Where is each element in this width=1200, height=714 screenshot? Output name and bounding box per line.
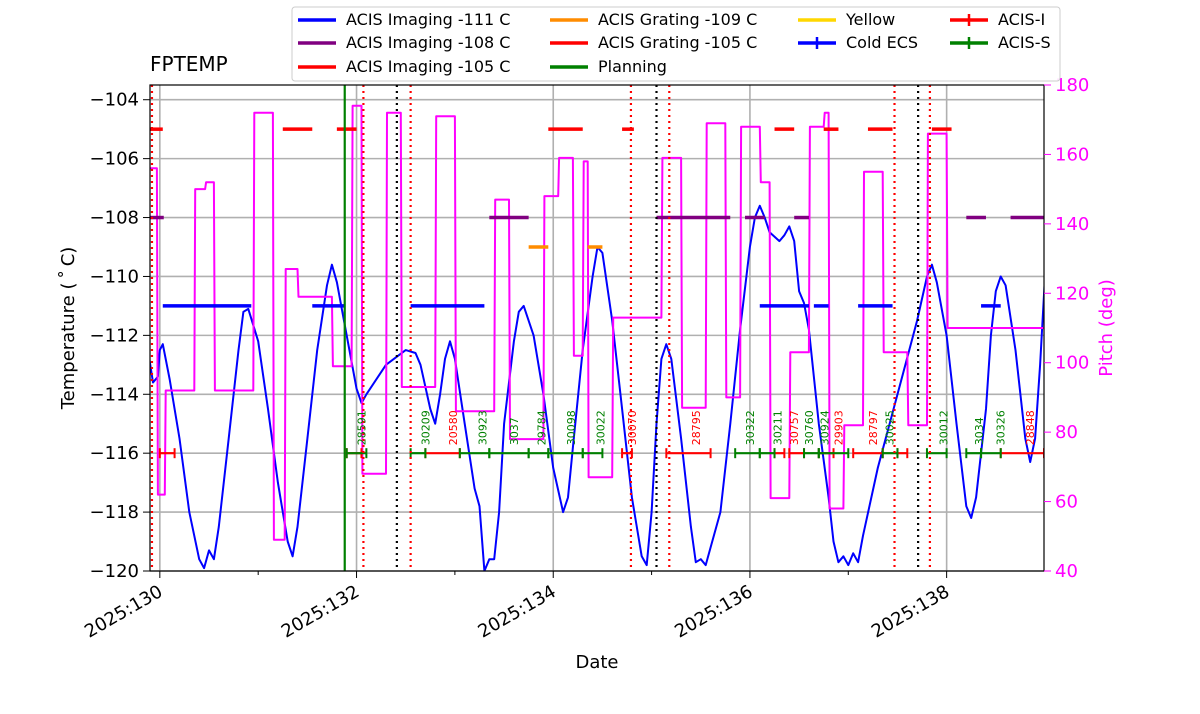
obsid-label: 30025 [884,410,897,445]
obsid-label: 30924 [819,410,832,445]
obsid-label: 29903 [832,410,845,445]
y-tick-label: −114 [90,384,139,405]
obsid-label: 20580 [447,410,460,445]
y2-tick-label: 120 [1055,283,1089,304]
y-tick-label: −112 [90,325,139,346]
legend-box [291,6,1061,82]
obsid-label: 30322 [744,410,757,445]
legend-label-acis-grating-109-c: ACIS Grating -109 C [598,10,757,29]
x-axis-label: Date [575,652,618,673]
plot-area: 28591 30209 20580 30923 3037 29784 30098 30022 3… [150,85,1044,571]
legend-label-planning: Planning [598,57,667,76]
y-axis-temperature: −104 −106 −108 −110 −112 −114 −116 −118 −120 [90,90,150,582]
y2-tick-label: 60 [1055,492,1078,513]
obsid-label: 30326 [995,410,1008,445]
legend-label-cold-ecs: Cold ECS [846,33,918,52]
y2-tick-label: 100 [1055,353,1089,374]
obsid-label: 30757 [788,410,801,445]
y-tick-label: −116 [90,443,139,464]
y-tick-label: −110 [90,266,139,287]
legend-label-acis-s: ACIS-S [998,33,1051,52]
obsid-label: 30923 [476,410,489,445]
y2-tick-label: 160 [1055,144,1089,165]
legend-label-acis-imaging-111-c: ACIS Imaging -111 C [346,10,510,29]
y-tick-label: −108 [90,208,139,229]
y2-tick-label: 40 [1055,561,1078,582]
obsid-label: 29784 [535,410,548,445]
obsid-label: 30098 [565,410,578,445]
legend-label-yellow: Yellow [845,10,895,29]
legend: ACIS Imaging -111 C ACIS Imaging -108 C AC… [291,6,1061,82]
obsid-label: 28797 [867,410,880,445]
obsid-label: 28848 [1024,410,1037,445]
y-tick-label: −104 [90,90,139,111]
legend-label-acis-grating-105-c: ACIS Grating -105 C [598,33,757,52]
series-pitch [150,104,1044,541]
obsid-label: 3034 [973,417,986,445]
obsid-label: 28795 [690,410,703,445]
y2-tick-label: 180 [1055,75,1089,96]
plot-frame [149,84,1045,572]
y2-tick-label: 140 [1055,214,1089,235]
obsid-label: 30070 [626,410,639,445]
obsid-label: 28591 [355,410,368,445]
y-tick-label: −106 [90,149,139,170]
y-axis-pitch: 40 60 80 100 120 140 160 180 [1044,75,1089,582]
chart-title: FPTEMP [150,52,228,76]
obsid-label: 30012 [938,410,951,445]
legend-label-acis-i: ACIS-I [998,10,1045,29]
obsid-label: 30022 [594,410,607,445]
y2-tick-label: 80 [1055,422,1078,443]
obsid-label: 30211 [771,410,784,445]
obsid-label: 30760 [803,410,816,445]
y2-axis-label: Pitch (deg) [1096,279,1117,377]
y-tick-label: −120 [90,561,139,582]
obsid-label: 30209 [419,410,432,445]
y-axis-label: Temperature ( ˚ C) [58,247,79,411]
obsid-label: 3037 [508,417,521,445]
y-tick-label: −118 [90,502,139,523]
legend-label-acis-imaging-108-c: ACIS Imaging -108 C [346,33,510,52]
legend-label-acis-imaging-105-c: ACIS Imaging -105 C [346,57,510,76]
